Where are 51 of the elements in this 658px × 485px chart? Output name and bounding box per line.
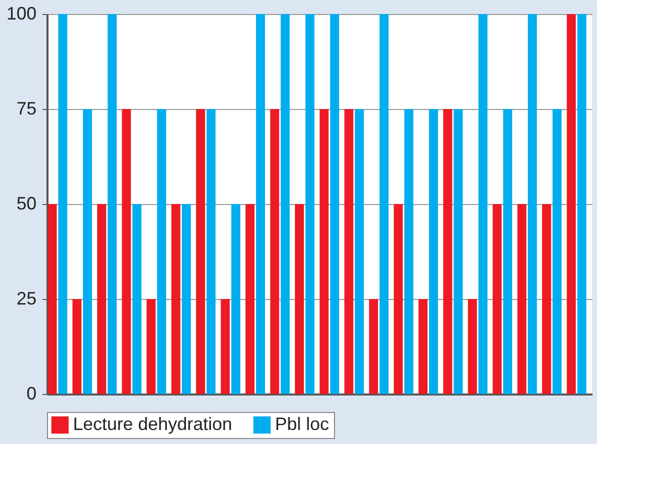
bar (404, 109, 414, 394)
y-tick-label: 50 (16, 194, 36, 214)
bar (478, 14, 488, 394)
bar (72, 299, 82, 394)
bar (256, 14, 265, 394)
bar (454, 109, 463, 394)
y-tick-label: 25 (16, 288, 36, 308)
bar (270, 109, 280, 394)
y-tick-label: 75 (16, 98, 36, 118)
bar (369, 299, 378, 394)
bar (280, 14, 290, 394)
bar (132, 204, 142, 394)
legend-label: Lecture dehydration (73, 414, 232, 434)
bar (418, 299, 428, 394)
bar (517, 204, 526, 394)
bar (108, 14, 117, 394)
bar (305, 14, 314, 394)
bar (344, 109, 354, 394)
bar (330, 14, 340, 394)
y-tick-label: 0 (26, 384, 36, 404)
bar (97, 204, 106, 394)
bar (577, 14, 586, 394)
bar (220, 299, 230, 394)
bar (294, 204, 304, 394)
bar (528, 14, 537, 394)
bar (122, 109, 131, 394)
bar (394, 204, 403, 394)
bar (82, 109, 92, 394)
bar (503, 109, 512, 394)
bar (380, 14, 389, 394)
bar (231, 204, 240, 394)
bar (182, 204, 191, 394)
bar (206, 109, 216, 394)
bar (58, 14, 68, 394)
bar (552, 109, 562, 394)
bar (48, 204, 57, 394)
legend-label: Pbl loc (275, 414, 330, 434)
bar (171, 204, 180, 394)
bar (157, 109, 166, 394)
bar (468, 299, 477, 394)
bar (443, 109, 452, 394)
bar (196, 109, 206, 394)
bar (146, 299, 156, 394)
bar (542, 204, 552, 394)
bar (566, 14, 576, 394)
bar (245, 204, 254, 394)
bar (320, 109, 329, 394)
y-tick-label: 100 (6, 4, 36, 24)
bar (354, 109, 364, 394)
bar (429, 109, 438, 394)
bar (492, 204, 502, 394)
